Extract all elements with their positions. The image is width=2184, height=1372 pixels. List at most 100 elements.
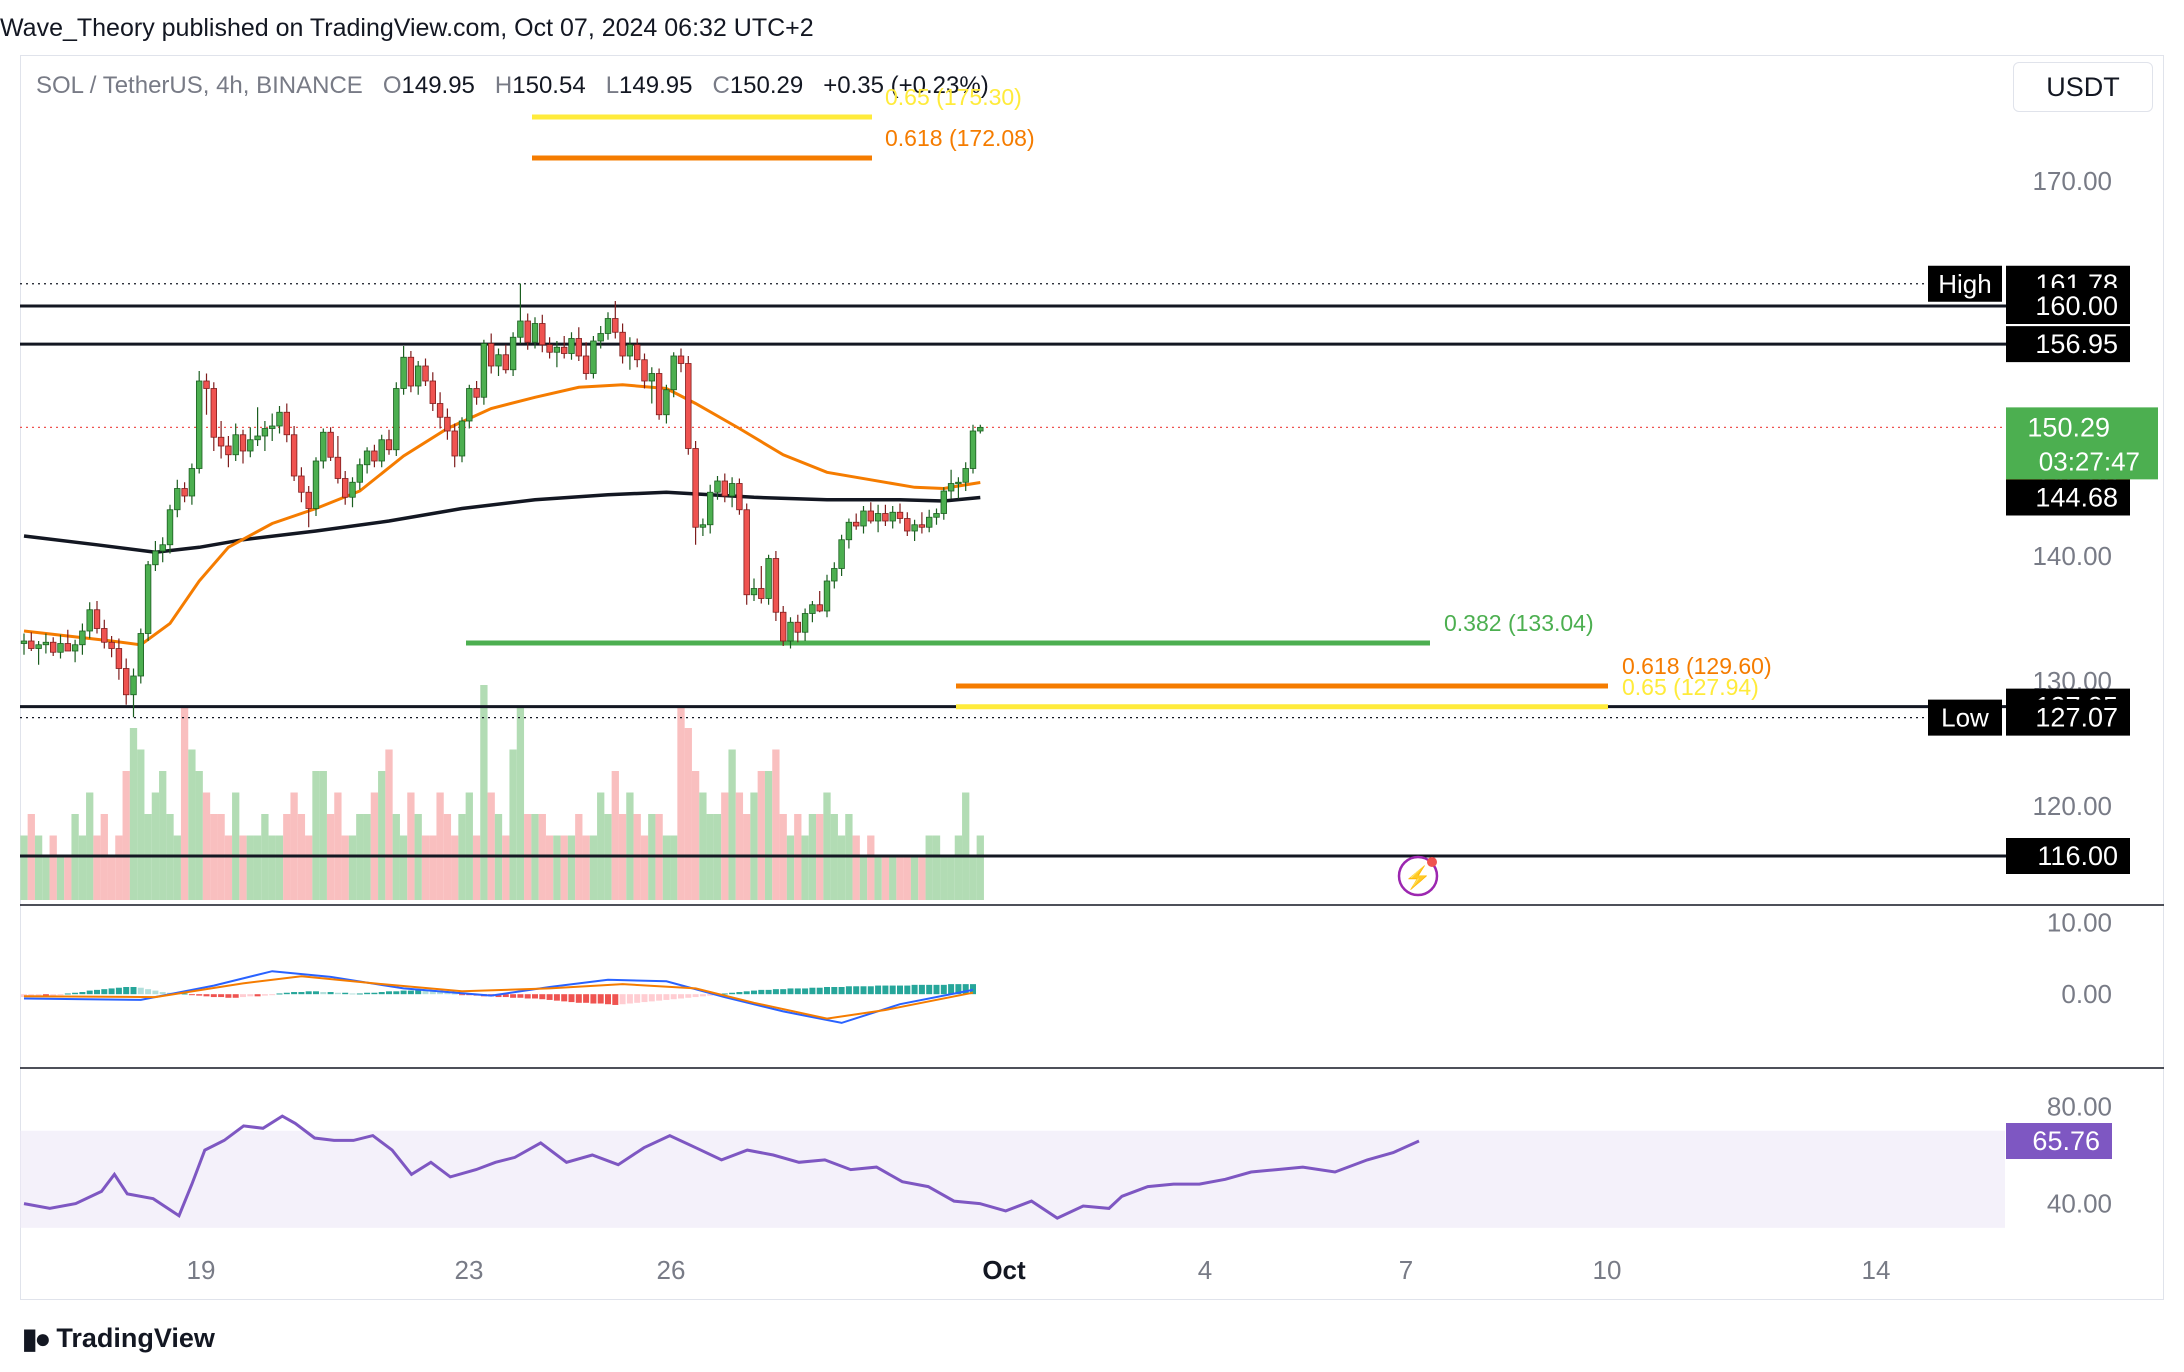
macd-histogram-bar <box>188 994 195 996</box>
macd-histogram-bar <box>437 992 444 995</box>
candle-body <box>495 354 502 367</box>
macd-histogram-bar <box>181 993 188 995</box>
macd-histogram-bar <box>444 992 451 995</box>
macd-line <box>23 970 974 1024</box>
candle-body <box>247 439 254 452</box>
volume-bar <box>407 792 415 900</box>
volume-bar <box>451 835 459 900</box>
candle-body <box>458 420 466 457</box>
volume-bar <box>20 835 28 900</box>
candle-body <box>42 641 50 646</box>
macd-histogram-bar <box>780 989 787 995</box>
macd-histogram-bar <box>145 989 152 995</box>
volume-bar <box>370 792 379 900</box>
candle-body <box>466 388 473 422</box>
candle-body <box>20 640 28 644</box>
candle-body <box>225 445 232 456</box>
candle-body <box>159 544 166 552</box>
candle-body <box>823 580 831 612</box>
candle-body <box>320 431 327 462</box>
macd-histogram-bar <box>101 989 108 995</box>
macd-histogram-bar <box>612 994 619 1005</box>
macd-histogram-bar <box>502 994 509 998</box>
macd-histogram-bar <box>634 994 641 1003</box>
candle-body <box>940 490 947 514</box>
macd-histogram-bar <box>429 991 436 995</box>
macd-histogram-bar <box>364 992 371 995</box>
volume-bar <box>137 749 145 900</box>
volume-bar <box>429 835 437 900</box>
macd-histogram-bar <box>28 994 35 997</box>
candle-body <box>232 434 239 456</box>
macd-histogram-bar <box>648 994 655 1002</box>
macd-y-tick-label: 0.00 <box>2061 979 2112 1009</box>
macd-histogram-bar <box>751 990 757 995</box>
lightning-glyph: ⚡ <box>1404 865 1431 891</box>
volume-bar <box>735 792 744 900</box>
macd-histogram-bar <box>970 984 976 995</box>
macd-histogram-bar <box>590 994 597 1004</box>
candle-body <box>677 355 685 364</box>
candle-body <box>962 468 969 483</box>
macd-histogram-bar <box>247 994 254 997</box>
volume-bar <box>56 857 65 900</box>
candle-body <box>239 434 247 452</box>
macd-histogram-bar <box>130 987 137 995</box>
macd-histogram-bar <box>276 993 283 995</box>
price-chart[interactable]: 0.65 (175.30) 0.618 (172.08) 0.382 (133.04… <box>0 0 2184 1300</box>
volume-bar <box>465 792 473 900</box>
volume-bar <box>677 706 685 900</box>
volume-bar <box>962 792 970 900</box>
macd-histogram-bar <box>203 994 210 997</box>
volume-bar <box>246 835 254 900</box>
volume-bar <box>239 835 247 900</box>
macd-histogram-bar <box>539 994 546 1000</box>
candle-body <box>874 513 882 522</box>
volume-bar <box>78 835 87 900</box>
volume-bar <box>903 857 911 900</box>
candle-body <box>626 344 634 357</box>
volume-bar <box>378 771 386 900</box>
rsi-y-tick-label: 40.00 <box>2047 1189 2112 1219</box>
candle-body <box>853 521 860 527</box>
volume-bar <box>874 857 882 900</box>
candle-body <box>480 343 488 398</box>
candle-body <box>801 613 809 633</box>
x-axis-tick-label: 4 <box>1198 1255 1212 1285</box>
volume-bar <box>764 771 773 900</box>
candle-body <box>750 588 758 596</box>
x-axis-tick-label: 7 <box>1399 1255 1413 1285</box>
candle-body <box>444 416 451 432</box>
candle-body <box>268 425 276 429</box>
volume-bar <box>867 835 875 900</box>
fib-level-label: 0.65 (175.30) <box>885 84 1022 110</box>
y-axis-tick-label: 120.00 <box>2032 791 2112 821</box>
macd-histogram-bar <box>327 992 334 995</box>
macd-histogram-bar <box>108 988 115 995</box>
volume-bar <box>728 749 736 900</box>
volume-bar <box>275 835 284 900</box>
candle-body <box>728 483 736 497</box>
candle-body <box>590 340 597 374</box>
macd-histogram-bar <box>824 987 830 995</box>
candle-body <box>203 380 210 389</box>
candle-body <box>298 475 305 493</box>
rsi-y-tick-label: 80.00 <box>2047 1091 2112 1121</box>
macd-histogram-bar <box>517 994 524 998</box>
currency-selector[interactable]: USDT <box>2013 62 2153 112</box>
fib-level-label: 0.382 (133.04) <box>1444 610 1594 636</box>
volume-bar <box>122 771 130 900</box>
candle-body <box>400 356 407 389</box>
candle-body <box>123 668 130 696</box>
volume-bar <box>436 792 444 900</box>
candle-body <box>561 346 568 354</box>
symbol-info[interactable]: SOL / TetherUS, 4h, BINANCE <box>36 72 363 99</box>
macd-histogram-bar <box>721 993 728 995</box>
candle-body <box>648 373 655 382</box>
macd-histogram-bar <box>765 989 772 995</box>
macd-histogram-bar <box>313 991 319 995</box>
volume-bar <box>567 835 576 900</box>
candle-body <box>371 450 378 462</box>
change-value: +0.35 (+0.23%) <box>823 72 989 99</box>
volume-bar <box>859 857 868 900</box>
